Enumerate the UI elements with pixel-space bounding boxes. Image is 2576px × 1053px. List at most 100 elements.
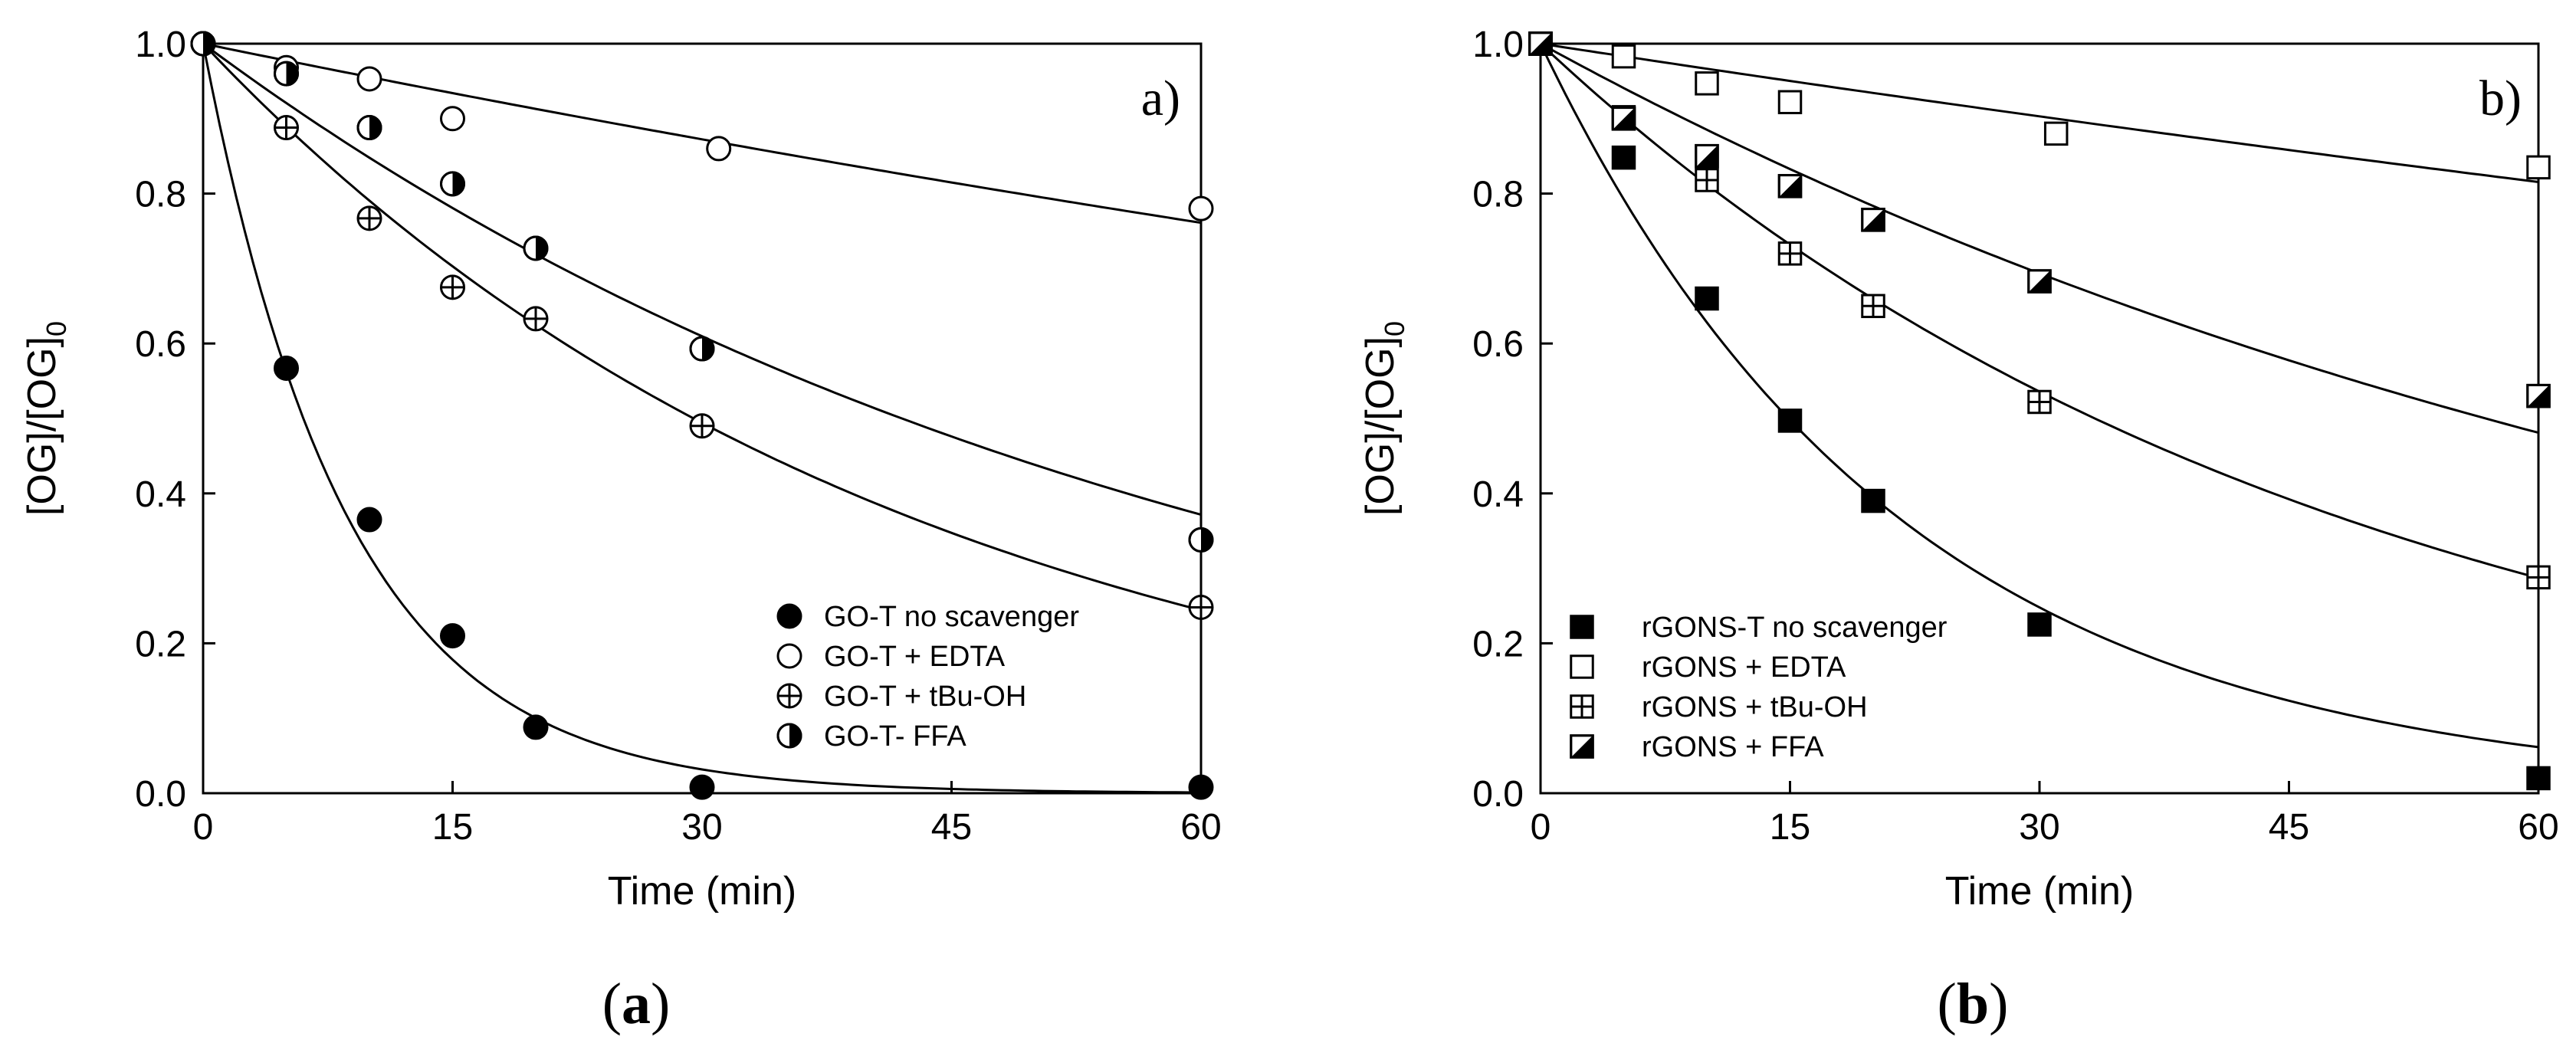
data-point [274, 115, 299, 141]
legend-label: rGONS + FFA [1642, 731, 1824, 763]
legend-label: GO-T no scavenger [824, 601, 1079, 633]
legend-item: GO-T + EDTA [776, 641, 1006, 673]
data-point [190, 31, 216, 57]
legend-item: GO-T no scavenger [776, 601, 1079, 633]
data-point [356, 115, 382, 141]
data-point [2526, 383, 2551, 408]
data-point [2526, 766, 2551, 791]
data-markers [190, 31, 1214, 800]
data-markers [1528, 31, 2551, 791]
legend-item: GO-T- FFA [776, 720, 966, 753]
data-point [1611, 44, 1636, 69]
x-axis-ticks: 0 15 30 45 60 [193, 781, 1222, 848]
x-tick-label: 0 [193, 807, 214, 848]
legend-label: rGONS + EDTA [1642, 651, 1846, 684]
fit-line [1540, 42, 2539, 435]
x-tick-label: 30 [681, 807, 722, 848]
data-point [689, 336, 715, 362]
data-point [1528, 31, 1553, 56]
y-tick-label: 0.8 [135, 175, 186, 215]
legend: rGONS-T no scavenger rGONS + EDTA rGONS + … [1570, 612, 1948, 763]
legend-label: rGONS-T no scavenger [1642, 612, 1948, 644]
data-point [1695, 286, 1719, 311]
fit-line [1539, 42, 2539, 579]
fit-line [202, 42, 1202, 225]
legend-marker [1570, 615, 1594, 639]
data-point [1861, 488, 1885, 513]
data-point [523, 714, 549, 740]
data-point [1861, 294, 1885, 319]
y-tick-label: 0.4 [1472, 474, 1524, 515]
data-point [440, 274, 465, 300]
legend-label: GO-T + tBu-OH [824, 681, 1026, 713]
figure-caption: (a) [602, 972, 671, 1036]
x-axis-title: Time (min) [608, 869, 797, 914]
y-tick-label: 0.0 [1472, 774, 1524, 815]
data-point [440, 106, 465, 132]
caption-letter: b [1957, 972, 1989, 1036]
caption-letter: a [622, 972, 651, 1036]
legend-marker [1570, 654, 1594, 679]
data-point [1777, 241, 1803, 266]
legend-item: rGONS + tBu-OH [1570, 691, 1868, 723]
x-tick-label: 45 [2269, 807, 2309, 848]
legend-marker [776, 643, 802, 669]
data-point [2526, 155, 2551, 180]
panel-label: a) [1141, 71, 1180, 126]
data-point [689, 774, 715, 800]
y-tick-label: 0.4 [135, 474, 186, 515]
data-point [440, 171, 465, 197]
data-point [2027, 612, 2052, 637]
data-point [356, 66, 382, 92]
legend-item: rGONS-T no scavenger [1570, 612, 1948, 644]
y-tick-label: 0.8 [1472, 175, 1524, 215]
legend-marker [1570, 694, 1594, 719]
x-tick-label: 60 [2518, 807, 2558, 848]
panel-label: b) [2479, 71, 2522, 126]
data-point [2043, 121, 2069, 146]
y-axis-title: [OG]/[OG]0 [1358, 321, 1410, 516]
x-tick-label: 60 [1180, 807, 1221, 848]
data-point [1611, 107, 1636, 131]
data-point [1695, 168, 1719, 192]
y-tick-label: 0.0 [135, 774, 186, 815]
x-axis-title: Time (min) [1945, 869, 2135, 914]
data-point [356, 507, 382, 533]
fit-line [202, 43, 1201, 794]
panel-b: 0 15 30 45 60 0.0 0.2 0.4 0.6 0.8 1.0 b) Time (mi… [1358, 25, 2559, 1036]
data-point [1611, 145, 1636, 170]
fit-line [1539, 43, 2539, 749]
legend-marker [776, 603, 802, 629]
data-point [1777, 90, 1803, 115]
legend-item: rGONS + EDTA [1570, 651, 1846, 684]
legend-label: GO-T + EDTA [824, 641, 1006, 673]
data-point [2027, 269, 2052, 294]
data-point [274, 61, 299, 87]
x-tick-label: 15 [1770, 807, 1810, 848]
fit-line [1540, 42, 2539, 183]
legend-label: rGONS + tBu-OH [1642, 691, 1868, 723]
data-point [1188, 594, 1214, 620]
legend-item: rGONS + FFA [1570, 731, 1824, 763]
y-axis-title-main: [OG]/[OG] [1358, 336, 1403, 516]
y-tick-label: 0.6 [135, 324, 186, 365]
data-point [2526, 565, 2551, 590]
x-tick-label: 45 [931, 807, 972, 848]
y-axis-ticks: 0.0 0.2 0.4 0.6 0.8 1.0 [1472, 25, 1553, 815]
data-point [1861, 208, 1885, 232]
y-tick-label: 0.2 [1472, 624, 1524, 664]
data-point [1777, 408, 1803, 433]
data-point [689, 413, 715, 439]
x-tick-label: 15 [432, 807, 473, 848]
y-tick-label: 0.6 [1472, 324, 1524, 365]
data-point [274, 355, 299, 381]
y-axis-ticks: 0.0 0.2 0.4 0.6 0.8 1.0 [135, 25, 215, 815]
legend-label: GO-T- FFA [824, 720, 966, 753]
y-axis-title-subscript: 0 [1379, 321, 1410, 336]
fit-line [202, 42, 1202, 517]
legend-marker [776, 683, 802, 709]
data-point [440, 623, 465, 649]
data-point [1695, 71, 1719, 96]
legend-item: GO-T + tBu-OH [776, 681, 1026, 713]
